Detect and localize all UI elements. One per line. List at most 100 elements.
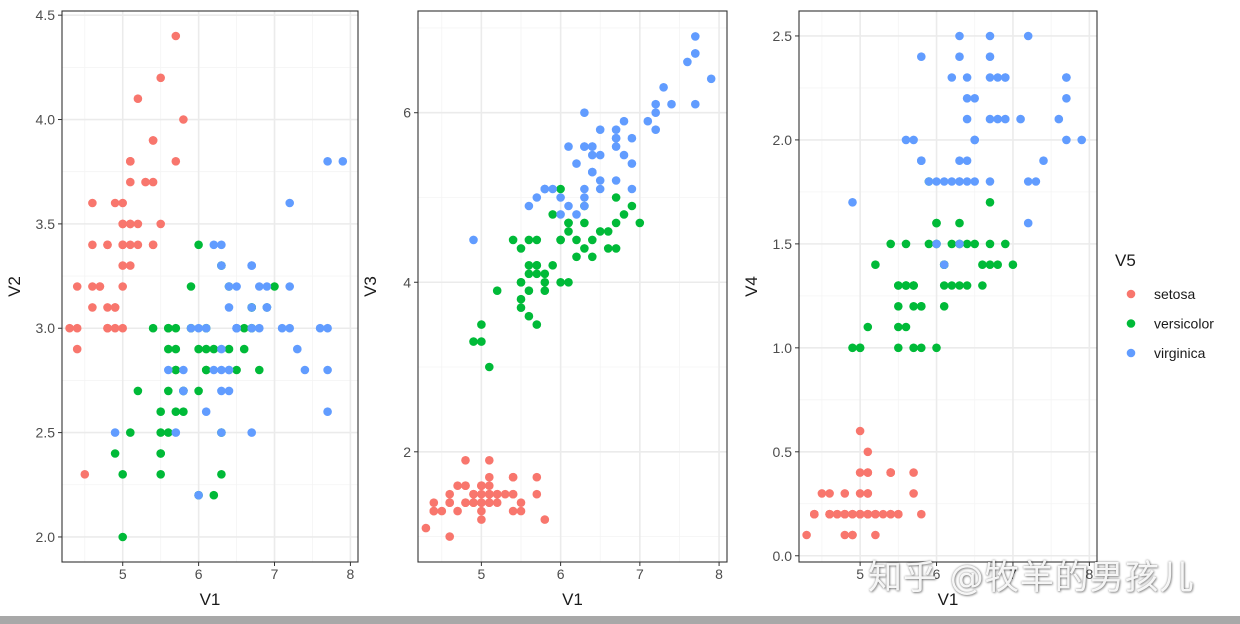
point-versicolor: [909, 302, 918, 311]
point-versicolor: [955, 218, 964, 228]
point-setosa: [118, 261, 127, 270]
point-virginica: [627, 133, 637, 143]
point-virginica: [171, 428, 181, 437]
point-virginica: [323, 407, 332, 417]
point-versicolor: [540, 286, 550, 296]
x-tick-label: 8: [347, 566, 355, 582]
point-virginica: [1023, 218, 1033, 228]
point-versicolor: [110, 449, 120, 458]
point-setosa: [508, 506, 518, 516]
point-setosa: [886, 509, 895, 519]
point-setosa: [118, 219, 127, 229]
point-setosa: [148, 177, 158, 187]
point-setosa: [171, 157, 181, 166]
point-virginica: [564, 201, 573, 211]
legend-key-virginica: [1126, 348, 1136, 358]
point-versicolor: [156, 407, 165, 417]
bottom-scrollbar-strip: [0, 616, 1240, 624]
x-axis-label: V1: [562, 590, 583, 609]
point-virginica: [254, 282, 264, 291]
point-setosa: [103, 303, 112, 312]
point-versicolor: [947, 281, 957, 290]
point-setosa: [516, 498, 526, 508]
point-versicolor: [516, 244, 526, 253]
point-setosa: [141, 177, 150, 187]
point-setosa: [429, 506, 439, 516]
point-versicolor: [962, 281, 972, 290]
point-virginica: [588, 150, 597, 160]
point-versicolor: [516, 278, 526, 287]
point-virginica: [962, 156, 972, 165]
point-setosa: [863, 468, 873, 477]
point-versicolor: [156, 470, 165, 479]
point-virginica: [323, 365, 332, 375]
point-setosa: [855, 489, 865, 498]
point-versicolor: [164, 323, 173, 333]
point-setosa: [156, 73, 165, 83]
point-setosa: [118, 240, 127, 250]
point-versicolor: [209, 344, 219, 354]
point-virginica: [955, 239, 964, 249]
point-versicolor: [909, 343, 918, 353]
point-virginica: [285, 323, 295, 333]
legend-label-versicolor: versicolor: [1154, 316, 1214, 332]
point-versicolor: [164, 344, 173, 354]
point-versicolor: [524, 261, 534, 270]
point-versicolor: [477, 320, 486, 329]
point-versicolor: [118, 532, 127, 542]
point-versicolor: [164, 428, 173, 437]
point-virginica: [947, 177, 957, 186]
point-setosa: [485, 481, 494, 491]
point-virginica: [300, 365, 310, 375]
point-versicolor: [894, 343, 903, 353]
x-axis-label: V1: [200, 590, 221, 609]
point-virginica: [611, 125, 621, 134]
point-setosa: [461, 481, 470, 491]
point-setosa: [909, 468, 918, 477]
point-setosa: [72, 344, 82, 354]
point-virginica: [993, 114, 1002, 124]
point-virginica: [985, 114, 995, 124]
y-tick-label: 2.5: [773, 28, 793, 44]
y-axis-label: V4: [742, 276, 761, 297]
point-versicolor: [524, 311, 534, 321]
point-virginica: [955, 31, 964, 41]
point-setosa: [118, 198, 127, 208]
point-setosa: [110, 323, 120, 333]
point-setosa: [103, 240, 112, 250]
point-virginica: [1062, 135, 1071, 145]
point-setosa: [477, 515, 486, 524]
point-virginica: [110, 428, 120, 437]
point-setosa: [126, 261, 135, 270]
point-versicolor: [588, 252, 597, 262]
point-virginica: [254, 323, 264, 333]
point-setosa: [492, 489, 502, 499]
point-setosa: [156, 219, 165, 229]
point-virginica: [970, 94, 979, 103]
point-setosa: [840, 509, 850, 519]
point-setosa: [485, 489, 494, 499]
point-versicolor: [603, 227, 613, 236]
point-virginica: [611, 176, 621, 185]
point-virginica: [548, 184, 557, 194]
panel-border: [417, 10, 728, 563]
legend-title: V5: [1115, 251, 1136, 270]
point-virginica: [469, 235, 478, 245]
legend-label-virginica: virginica: [1154, 345, 1206, 361]
point-setosa: [909, 489, 918, 498]
point-virginica: [643, 116, 653, 126]
point-versicolor: [564, 278, 573, 287]
point-virginica: [262, 303, 272, 312]
point-virginica: [315, 323, 325, 333]
point-virginica: [224, 282, 234, 291]
point-versicolor: [532, 320, 542, 329]
point-setosa: [492, 498, 502, 508]
point-virginica: [293, 344, 302, 354]
point-virginica: [262, 282, 272, 291]
point-versicolor: [962, 239, 972, 249]
point-virginica: [932, 239, 941, 249]
point-virginica: [217, 365, 226, 375]
point-virginica: [947, 73, 957, 82]
x-tick-label: 8: [1085, 566, 1093, 582]
point-versicolor: [564, 227, 573, 236]
